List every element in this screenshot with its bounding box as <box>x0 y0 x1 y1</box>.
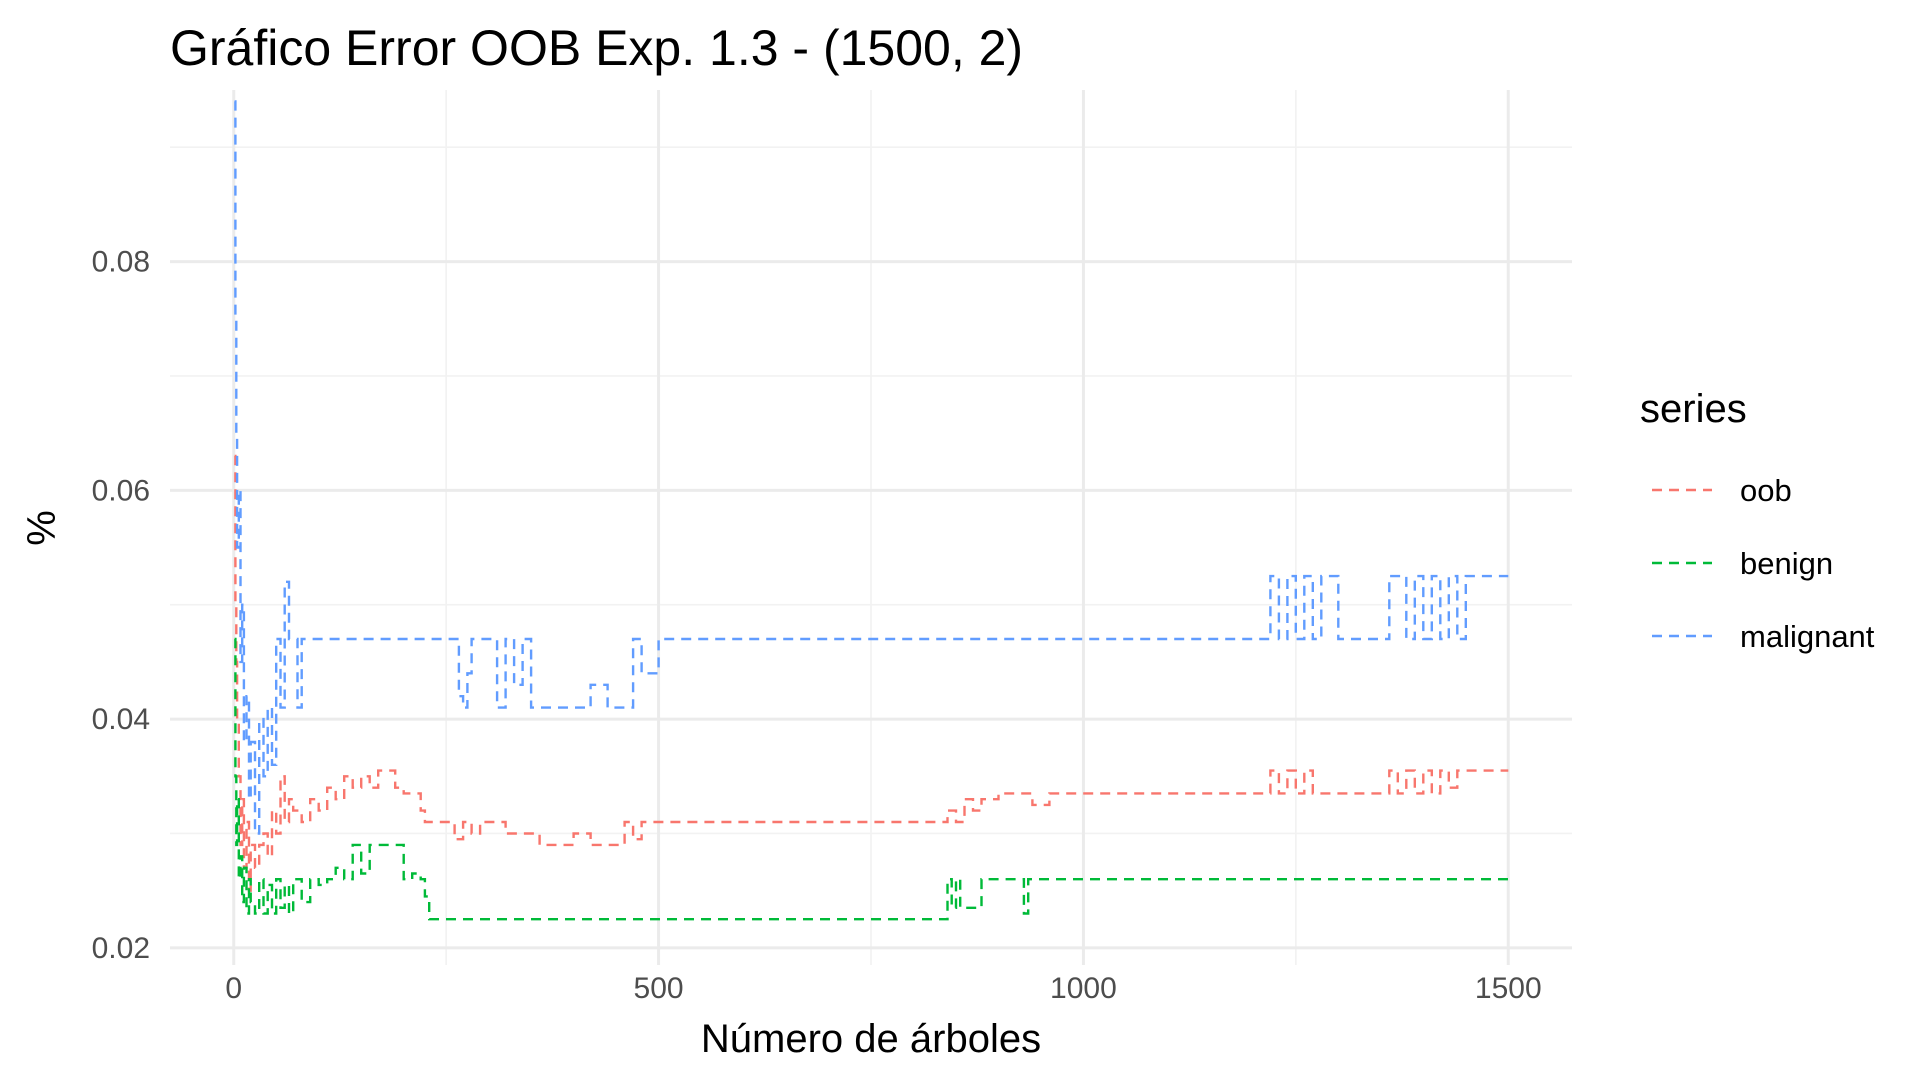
legend-label-malignant: malignant <box>1740 619 1875 654</box>
series-line-oob <box>234 454 1509 892</box>
series-lines <box>234 100 1509 921</box>
x-tick-label: 500 <box>634 972 684 1005</box>
x-axis-ticks: 0 500 1000 1500 <box>225 972 1541 1005</box>
y-tick-label: 0.06 <box>92 474 150 507</box>
legend-label-oob: oob <box>1740 473 1792 508</box>
y-tick-label: 0.08 <box>92 246 150 279</box>
x-axis-title: Número de árboles <box>701 1017 1041 1061</box>
y-axis-ticks: 0.02 0.04 0.06 0.08 <box>92 246 150 965</box>
legend-items: oob benign malignant <box>1652 473 1875 654</box>
y-axis-title: % <box>20 510 64 546</box>
series-line-benign <box>234 637 1509 921</box>
series-line-malignant <box>234 100 1509 835</box>
y-tick-label: 0.02 <box>92 932 150 965</box>
y-tick-label: 0.04 <box>92 703 150 736</box>
legend-title: series <box>1640 387 1747 431</box>
x-tick-label: 1500 <box>1475 972 1542 1005</box>
x-tick-label: 1000 <box>1050 972 1117 1005</box>
legend-label-benign: benign <box>1740 546 1833 581</box>
chart-title: Gráfico Error OOB Exp. 1.3 - (1500, 2) <box>170 20 1023 76</box>
x-tick-label: 0 <box>225 972 242 1005</box>
grid <box>170 90 1572 965</box>
legend: series oob benign malignant <box>1640 387 1875 654</box>
